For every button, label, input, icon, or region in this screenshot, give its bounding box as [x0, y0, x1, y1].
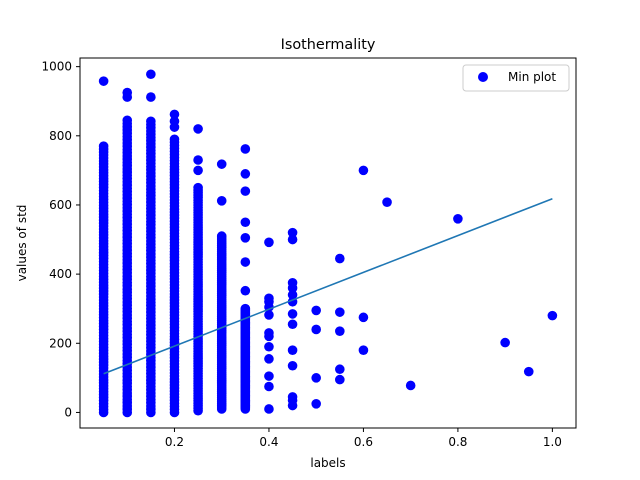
data-point: [98, 141, 109, 151]
y-tick-label: 800: [49, 129, 72, 143]
data-point: [169, 116, 180, 127]
data-point: [240, 303, 251, 314]
data-point: [146, 92, 156, 102]
data-point: [264, 381, 274, 392]
data-point: [240, 144, 251, 154]
data-point: [146, 69, 156, 80]
data-point: [358, 345, 369, 355]
legend-label: Min plot: [508, 70, 556, 84]
data-point: [240, 186, 251, 196]
data-point: [216, 231, 227, 241]
y-tick-label: 600: [49, 198, 72, 212]
chart-title: Isothermality: [281, 37, 376, 53]
data-point: [98, 76, 109, 86]
data-point: [240, 233, 251, 243]
data-point: [264, 310, 274, 320]
data-point: [264, 354, 274, 364]
data-point: [287, 345, 298, 355]
x-tick-label: 0.4: [259, 435, 278, 449]
data-point: [264, 293, 274, 304]
data-point: [358, 312, 369, 323]
x-axis-title: labels: [310, 456, 345, 470]
data-point: [169, 134, 180, 145]
data-point: [216, 196, 227, 206]
data-point: [405, 380, 416, 391]
y-tick-label: 0: [64, 405, 72, 419]
y-axis: 0 200 400 600 800 1000: [41, 60, 80, 419]
plot-frame: [79, 57, 577, 429]
data-point: [240, 257, 251, 267]
plot-points: [98, 69, 558, 418]
legend-box: [462, 64, 570, 92]
data-point: [264, 404, 274, 414]
data-point: [500, 337, 510, 348]
data-point: [287, 234, 298, 245]
data-point: [240, 285, 251, 296]
data-point: [287, 392, 298, 402]
data-point: [547, 310, 558, 321]
data-point: [169, 109, 180, 120]
x-tick-label: 1.0: [543, 435, 562, 449]
x-tick-label: 0.6: [354, 435, 373, 449]
data-point: [240, 217, 251, 228]
y-tick-label: 200: [49, 336, 72, 350]
data-point: [453, 213, 463, 224]
data-point: [193, 124, 203, 134]
legend: Min plot: [462, 64, 570, 92]
data-point: [335, 307, 345, 317]
data-point: [335, 326, 345, 336]
data-point: [287, 319, 298, 330]
data-point: [193, 182, 203, 193]
x-tick-label: 0.8: [448, 435, 467, 449]
data-point: [287, 309, 298, 319]
data-point: [287, 277, 298, 288]
data-point: [287, 290, 298, 300]
data-point: [335, 364, 345, 375]
data-point: [193, 165, 203, 176]
y-axis-title: values of std: [15, 205, 29, 282]
data-point: [287, 360, 298, 371]
data-point: [264, 341, 274, 352]
data-point: [311, 324, 321, 335]
data-point: [382, 197, 392, 207]
data-point: [287, 227, 298, 238]
data-point: [216, 159, 227, 169]
x-axis: 0.2 0.4 0.6 0.8 1.0: [165, 428, 562, 449]
trend-line: [103, 197, 553, 375]
data-point: [264, 237, 274, 248]
data-point: [335, 253, 345, 264]
data-point: [311, 373, 321, 383]
y-tick-label: 1000: [41, 60, 72, 74]
data-point: [264, 371, 274, 381]
data-point: [122, 115, 133, 126]
legend-marker: [478, 72, 488, 82]
data-point: [264, 328, 274, 338]
data-point: [358, 165, 369, 176]
data-point: [311, 398, 321, 409]
data-point: [335, 374, 345, 385]
data-point: [523, 366, 534, 377]
data-point: [193, 155, 203, 165]
y-tick-label: 400: [49, 267, 72, 281]
data-point: [146, 116, 156, 127]
data-point: [122, 87, 133, 98]
data-point: [311, 305, 321, 316]
plot-lines: [103, 197, 553, 375]
x-tick-label: 0.2: [165, 435, 184, 449]
data-point: [240, 169, 251, 179]
